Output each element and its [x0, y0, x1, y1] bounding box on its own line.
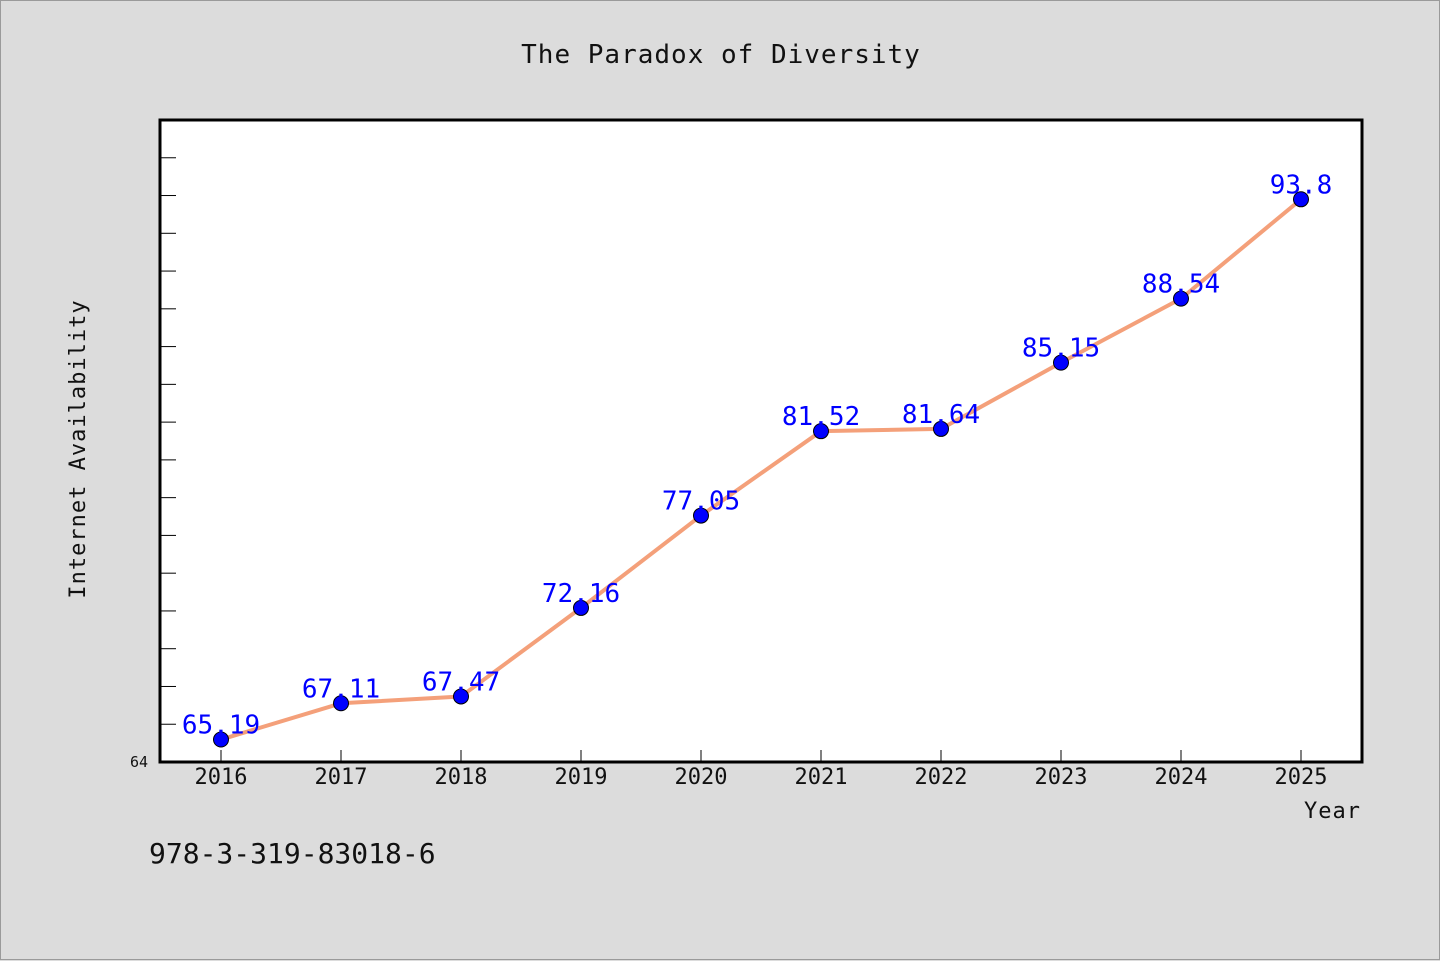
- data-point: [1293, 191, 1309, 208]
- x-tick-label: 2020: [675, 765, 728, 790]
- data-point: [333, 695, 349, 712]
- series-line: [220, 197, 1303, 742]
- data-point: [1173, 290, 1189, 307]
- data-label: 72.16: [542, 579, 620, 609]
- x-tick-label: 2024: [1155, 765, 1208, 790]
- data-label: 85.15: [1022, 334, 1100, 364]
- x-tick-label: 2016: [195, 765, 248, 790]
- x-tick-label: 2019: [555, 765, 608, 790]
- data-point: [933, 420, 949, 437]
- plot-area: [158, 118, 1364, 764]
- series-layer: 65.19 67.11 67.47 72.16 77.05 81.52 81.64 85.15…: [182, 170, 1333, 748]
- data-label: 81.52: [782, 402, 860, 432]
- x-tick-label: 2021: [795, 765, 848, 790]
- data-label: 81.64: [902, 400, 980, 430]
- x-axis-ticks: 2016 2017 2018 2019 2020 2021 2022 2023 2024 2025: [195, 750, 1328, 790]
- y-axis-ticks: [160, 157, 176, 725]
- x-tick-label: 2017: [315, 765, 368, 790]
- x-tick-label: 2023: [1035, 765, 1088, 790]
- data-point: [1053, 354, 1069, 371]
- data-label: 67.11: [302, 674, 380, 704]
- data-point: [213, 731, 229, 748]
- data-point: [813, 423, 829, 440]
- data-point: [693, 507, 709, 524]
- x-axis-label: Year: [1304, 799, 1361, 824]
- data-label: 77.05: [662, 487, 740, 517]
- data-point: [453, 688, 469, 705]
- y-axis-label: Internet Availability: [66, 299, 91, 598]
- data-label: 88.54: [1142, 270, 1220, 300]
- x-tick-label: 2018: [435, 765, 488, 790]
- data-label: 93.8: [1270, 170, 1333, 200]
- chart-title: The Paradox of Diversity: [521, 40, 921, 70]
- data-point: [573, 599, 589, 616]
- footer-isbn: 978-3-319-83018-6: [149, 837, 436, 870]
- x-tick-label: 2022: [915, 765, 968, 790]
- data-label: 65.19: [182, 711, 260, 741]
- data-label: 67.47: [422, 667, 500, 697]
- x-tick-label: 2025: [1275, 765, 1328, 790]
- y-tick-label-min: 64: [130, 753, 148, 771]
